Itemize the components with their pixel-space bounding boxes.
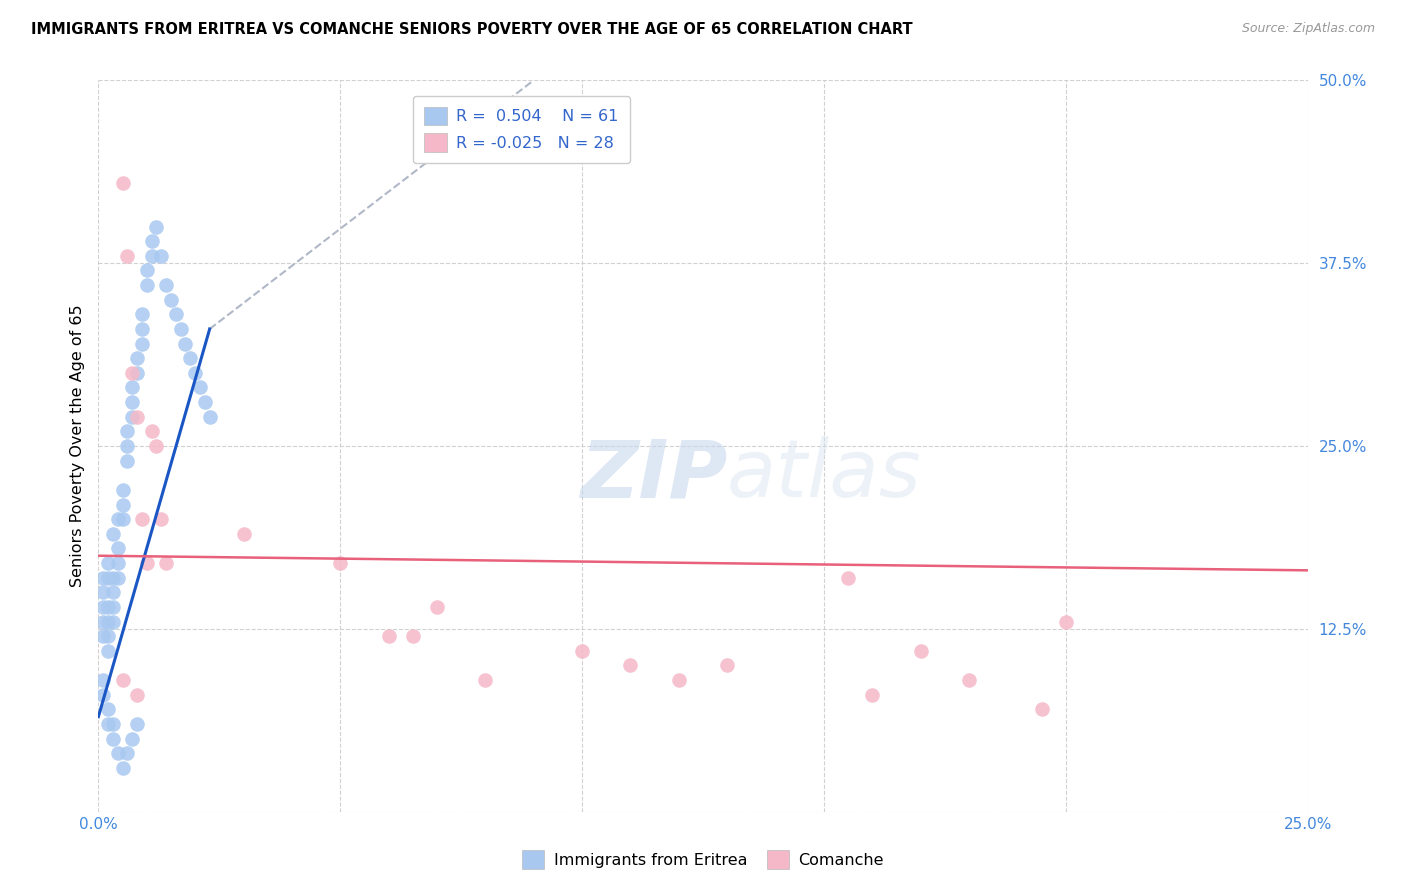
Point bbox=[111, 673, 134, 687]
Point bbox=[957, 673, 980, 687]
Point bbox=[474, 673, 496, 687]
Point bbox=[174, 336, 197, 351]
Point bbox=[127, 688, 149, 702]
Point bbox=[97, 571, 120, 585]
Point bbox=[91, 585, 114, 599]
Point bbox=[121, 731, 143, 746]
Point bbox=[91, 599, 114, 614]
Point bbox=[111, 761, 134, 775]
Point bbox=[101, 526, 124, 541]
Point bbox=[107, 512, 129, 526]
Legend: R =  0.504    N = 61, R = -0.025   N = 28: R = 0.504 N = 61, R = -0.025 N = 28 bbox=[413, 95, 630, 163]
Point bbox=[160, 293, 183, 307]
Point bbox=[377, 629, 399, 643]
Point bbox=[117, 439, 139, 453]
Point bbox=[179, 351, 201, 366]
Point bbox=[150, 249, 173, 263]
Point bbox=[131, 336, 153, 351]
Point bbox=[91, 629, 114, 643]
Point bbox=[121, 395, 143, 409]
Point bbox=[97, 599, 120, 614]
Point bbox=[121, 409, 143, 424]
Point bbox=[1054, 615, 1077, 629]
Point bbox=[837, 571, 859, 585]
Point bbox=[117, 746, 139, 760]
Point bbox=[155, 278, 177, 293]
Point bbox=[101, 717, 124, 731]
Point bbox=[329, 556, 352, 570]
Point bbox=[127, 366, 149, 380]
Point bbox=[101, 571, 124, 585]
Point bbox=[194, 395, 217, 409]
Legend: Immigrants from Eritrea, Comanche: Immigrants from Eritrea, Comanche bbox=[515, 842, 891, 877]
Point bbox=[121, 380, 143, 394]
Point bbox=[860, 688, 883, 702]
Point bbox=[111, 176, 134, 190]
Point bbox=[111, 512, 134, 526]
Point bbox=[111, 498, 134, 512]
Point bbox=[145, 219, 167, 234]
Text: Source: ZipAtlas.com: Source: ZipAtlas.com bbox=[1241, 22, 1375, 36]
Point bbox=[97, 556, 120, 570]
Point bbox=[107, 746, 129, 760]
Point bbox=[117, 425, 139, 439]
Point bbox=[145, 439, 167, 453]
Point bbox=[402, 629, 425, 643]
Point bbox=[131, 512, 153, 526]
Text: atlas: atlas bbox=[727, 436, 922, 515]
Point bbox=[107, 571, 129, 585]
Point bbox=[135, 263, 157, 277]
Point bbox=[141, 234, 163, 248]
Point bbox=[97, 717, 120, 731]
Point bbox=[131, 307, 153, 321]
Point bbox=[97, 644, 120, 658]
Point bbox=[169, 322, 191, 336]
Text: ZIP: ZIP bbox=[579, 436, 727, 515]
Point bbox=[910, 644, 932, 658]
Point bbox=[127, 717, 149, 731]
Point bbox=[117, 453, 139, 467]
Point bbox=[668, 673, 690, 687]
Point bbox=[135, 556, 157, 570]
Point bbox=[91, 688, 114, 702]
Point bbox=[141, 425, 163, 439]
Point bbox=[97, 629, 120, 643]
Point bbox=[121, 366, 143, 380]
Point bbox=[131, 322, 153, 336]
Point bbox=[165, 307, 187, 321]
Point bbox=[97, 702, 120, 716]
Point bbox=[97, 615, 120, 629]
Point bbox=[101, 585, 124, 599]
Point bbox=[107, 556, 129, 570]
Point bbox=[232, 526, 254, 541]
Point bbox=[141, 249, 163, 263]
Point bbox=[91, 673, 114, 687]
Point bbox=[101, 731, 124, 746]
Text: IMMIGRANTS FROM ERITREA VS COMANCHE SENIORS POVERTY OVER THE AGE OF 65 CORRELATI: IMMIGRANTS FROM ERITREA VS COMANCHE SENI… bbox=[31, 22, 912, 37]
Point bbox=[101, 615, 124, 629]
Point bbox=[150, 512, 173, 526]
Point bbox=[426, 599, 449, 614]
Point bbox=[107, 541, 129, 556]
Point bbox=[91, 571, 114, 585]
Point bbox=[155, 556, 177, 570]
Point bbox=[127, 351, 149, 366]
Point bbox=[91, 615, 114, 629]
Point bbox=[571, 644, 593, 658]
Y-axis label: Seniors Poverty Over the Age of 65: Seniors Poverty Over the Age of 65 bbox=[69, 305, 84, 587]
Point bbox=[135, 278, 157, 293]
Point bbox=[101, 599, 124, 614]
Point bbox=[619, 658, 641, 673]
Point bbox=[188, 380, 211, 394]
Point bbox=[184, 366, 207, 380]
Point bbox=[1031, 702, 1053, 716]
Point bbox=[117, 249, 139, 263]
Point bbox=[198, 409, 221, 424]
Point bbox=[127, 409, 149, 424]
Point bbox=[716, 658, 738, 673]
Point bbox=[111, 483, 134, 497]
